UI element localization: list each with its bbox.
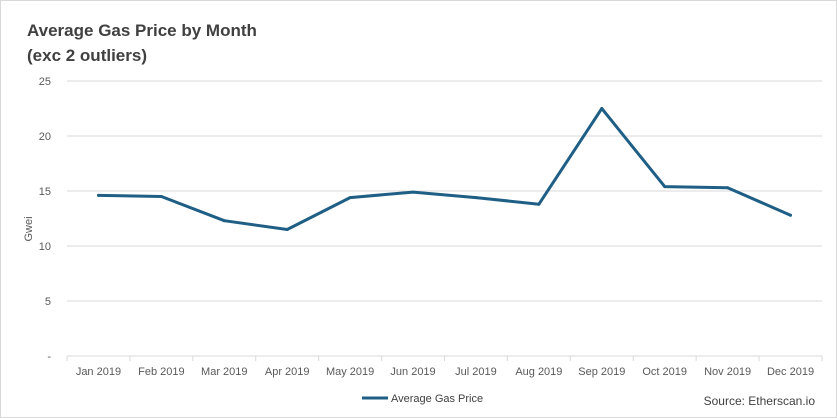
source-note: Source: Etherscan.io [703,394,815,408]
data-point [222,219,226,223]
data-point [348,196,352,200]
y-axis-ticks: - 5 10 15 20 25 [39,76,52,363]
data-point [726,186,730,190]
y-tick-label: - [47,351,51,363]
y-tick-label: 25 [39,76,51,88]
x-tick-label: Jul 2019 [455,366,497,378]
x-tick-label: Jan 2019 [76,366,121,378]
data-point [537,202,541,206]
data-point [411,190,415,194]
chart-title: Average Gas Price by Month (exc 2 outlie… [27,18,257,68]
y-tick-label: 20 [39,131,51,143]
x-tick-label: Sep 2019 [578,366,625,378]
y-tick-label: 10 [39,241,51,253]
legend-label: Average Gas Price [391,393,483,405]
y-tick-label: 15 [39,186,51,198]
data-point [789,213,793,217]
x-tick-label: Nov 2019 [704,366,751,378]
data-point [285,228,289,231]
x-tick-label: May 2019 [326,366,374,378]
chart-title-line2: (exc 2 outliers) [27,46,147,65]
y-tick-label: 5 [45,296,51,308]
data-point [600,107,604,110]
y-axis-label: Gwei [23,216,35,241]
grid-lines [67,80,822,357]
x-tick-label: Jun 2019 [390,366,435,378]
data-point [474,196,478,200]
x-tick-label: Oct 2019 [642,366,687,378]
chart-title-line1: Average Gas Price by Month [27,21,257,40]
legend: Average Gas Price [362,393,483,405]
series-line-average-gas-price [97,107,792,231]
x-tick-label: Mar 2019 [201,366,247,378]
x-tick-label: Feb 2019 [138,366,184,378]
data-point [663,185,667,189]
x-tick-label: Dec 2019 [767,366,814,378]
series-group [96,107,793,231]
x-axis-ticks: Jan 2019 Feb 2019 Mar 2019 Apr 2019 May 2019… [66,356,823,378]
x-tick-label: Aug 2019 [515,366,562,378]
data-point [96,193,100,197]
x-tick-label: Apr 2019 [265,366,310,378]
data-point [159,195,163,198]
